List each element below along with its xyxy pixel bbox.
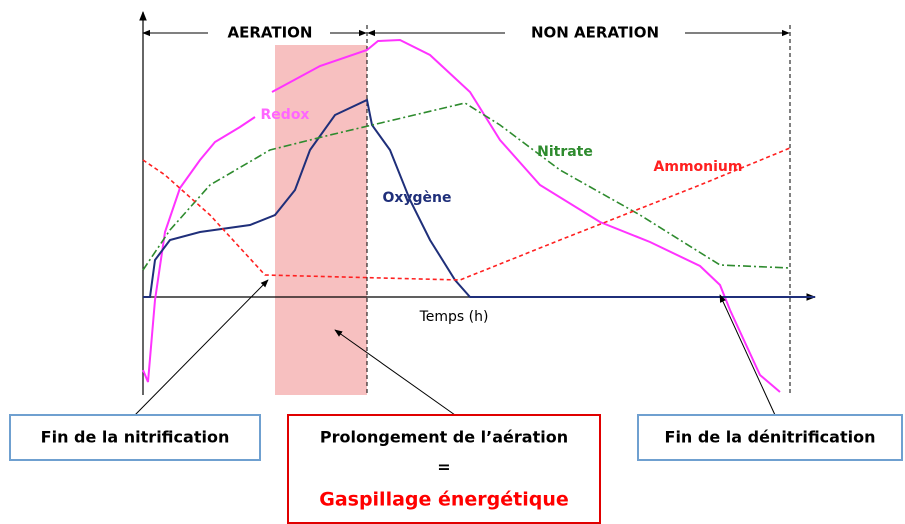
oxygen-curve	[143, 98, 815, 298]
phase-label: NON AERATION	[531, 24, 659, 42]
redox-curve	[142, 116, 256, 383]
aeration-extension-zone	[275, 45, 367, 395]
annotation-box	[287, 414, 601, 524]
annotation-arrow	[719, 294, 776, 416]
phase-label: AERATION	[228, 24, 313, 42]
annotation-text: Gaspillage énergétique	[319, 489, 569, 511]
curve-label: Ammonium	[654, 159, 743, 175]
curve-label: Oxygène	[382, 190, 451, 206]
annotation-arrow	[134, 279, 269, 416]
annotation-arrow	[334, 329, 456, 416]
x-axis-label: Temps (h)	[419, 309, 489, 325]
annotation-box	[637, 414, 903, 461]
ammonium-curve	[142, 147, 791, 281]
annotation-box	[9, 414, 261, 461]
curve-label: Nitrate	[537, 144, 593, 160]
annotation-text: Prolongement de l’aération	[320, 428, 568, 447]
annotation-text: Fin de la nitrification	[41, 428, 230, 447]
curve-label: Redox	[261, 107, 310, 123]
annotation-text: =	[437, 458, 450, 477]
annotation-text: Fin de la dénitrification	[665, 428, 876, 447]
